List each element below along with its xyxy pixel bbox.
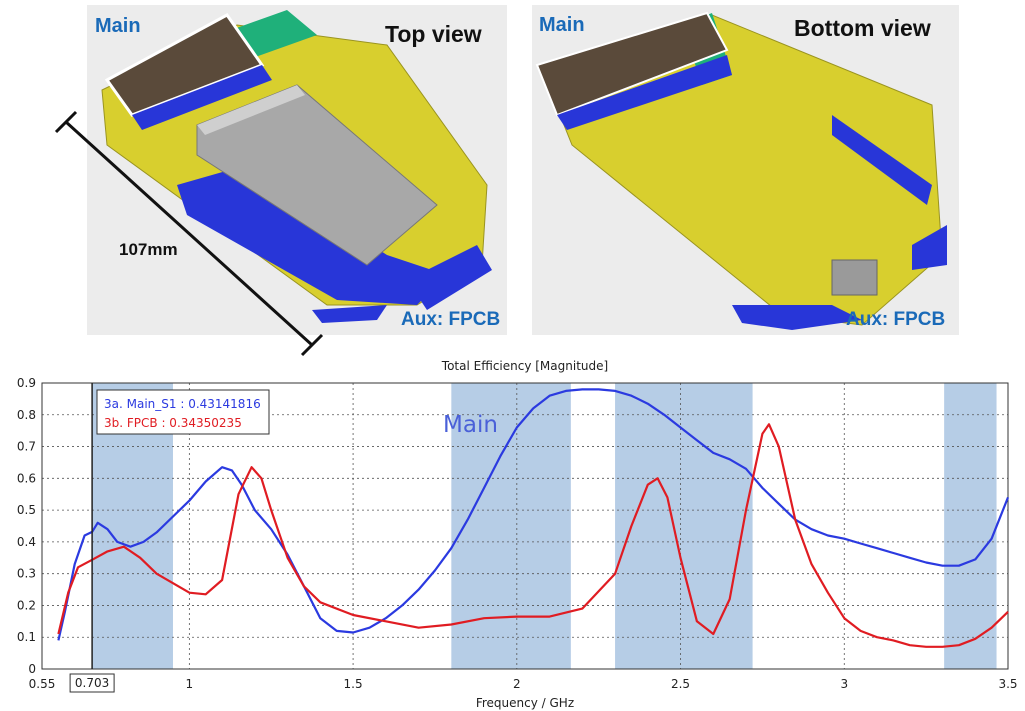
x-axis-label: Frequency / GHz xyxy=(476,696,574,710)
marker-value-box xyxy=(69,673,115,693)
plot-frame xyxy=(41,382,1009,670)
y-tick-label: 0.7 xyxy=(17,440,36,454)
y-tick-label: 0.8 xyxy=(17,408,36,422)
series-line-main-s1 xyxy=(57,388,1010,641)
x-tick-label: 1 xyxy=(186,677,194,691)
x-tick-label: 0.55 xyxy=(29,677,56,691)
frequency-band-3 xyxy=(615,383,753,669)
top-view-image: Main Top view Aux: FPCB xyxy=(87,5,507,335)
legend-entry-fpcb: 3b. FPCB : 0.34350235 xyxy=(104,416,242,430)
chart-annotation-main: Main xyxy=(443,412,498,438)
dimension-line xyxy=(54,110,324,357)
x-tick-label: 3 xyxy=(840,677,848,691)
bottom-view-title: Bottom view xyxy=(794,15,931,41)
top-main-label: Main xyxy=(95,15,141,37)
frequency-marker: 0.703 xyxy=(69,383,115,693)
legend-box xyxy=(96,389,270,435)
y-tick-label: 0.6 xyxy=(17,471,36,485)
x-tick-label: 3.5 xyxy=(998,677,1017,691)
chart-legend: 3a. Main_S1 : 0.43141816 3b. FPCB : 0.343… xyxy=(96,389,270,435)
series-line-fpcb xyxy=(57,423,1009,648)
bottom-main-label: Main xyxy=(539,14,585,36)
bottom-view-image: Main Bottom view Aux: FPCB xyxy=(532,5,959,335)
chart-grid xyxy=(42,383,1008,669)
x-tick-label: 2.5 xyxy=(671,677,690,691)
marker-value-label: 0.703 xyxy=(75,676,109,690)
x-tick-label: 2 xyxy=(513,677,521,691)
frequency-band-4 xyxy=(944,383,997,669)
y-tick-label: 0.9 xyxy=(17,376,36,390)
y-tick-label: 0.1 xyxy=(17,630,36,644)
top-view-title: Top view xyxy=(385,21,482,47)
chart-title: Total Efficiency [Magnitude] xyxy=(441,359,608,373)
y-tick-label: 0.5 xyxy=(17,503,36,517)
efficiency-chart: Total Efficiency [Magnitude] 0.55 1 1.5 2 2.… xyxy=(17,359,1018,710)
y-tick-label: 0.4 xyxy=(17,535,36,549)
chart-series xyxy=(57,388,1010,648)
dimension-label: 107mm xyxy=(119,240,178,259)
chart-axes: 0.55 1 1.5 2 2.5 3 3.5 0 0.1 0.2 0.3 0.4 0.5 0.6 0.7 0.… xyxy=(17,376,1018,691)
legend-entry-main-s1: 3a. Main_S1 : 0.43141816 xyxy=(104,397,261,411)
frequency-bands xyxy=(92,383,997,669)
bottom-view-pcb-drawing xyxy=(535,11,947,330)
top-view-pcb-drawing xyxy=(101,10,507,323)
y-tick-label: 0 xyxy=(28,662,36,676)
bottom-aux-label: Aux: FPCB xyxy=(846,309,946,330)
x-tick-label: 1.5 xyxy=(344,677,363,691)
y-tick-label: 0.3 xyxy=(17,567,36,581)
y-tick-label: 0.2 xyxy=(17,598,36,612)
top-aux-label: Aux: FPCB xyxy=(401,309,501,330)
